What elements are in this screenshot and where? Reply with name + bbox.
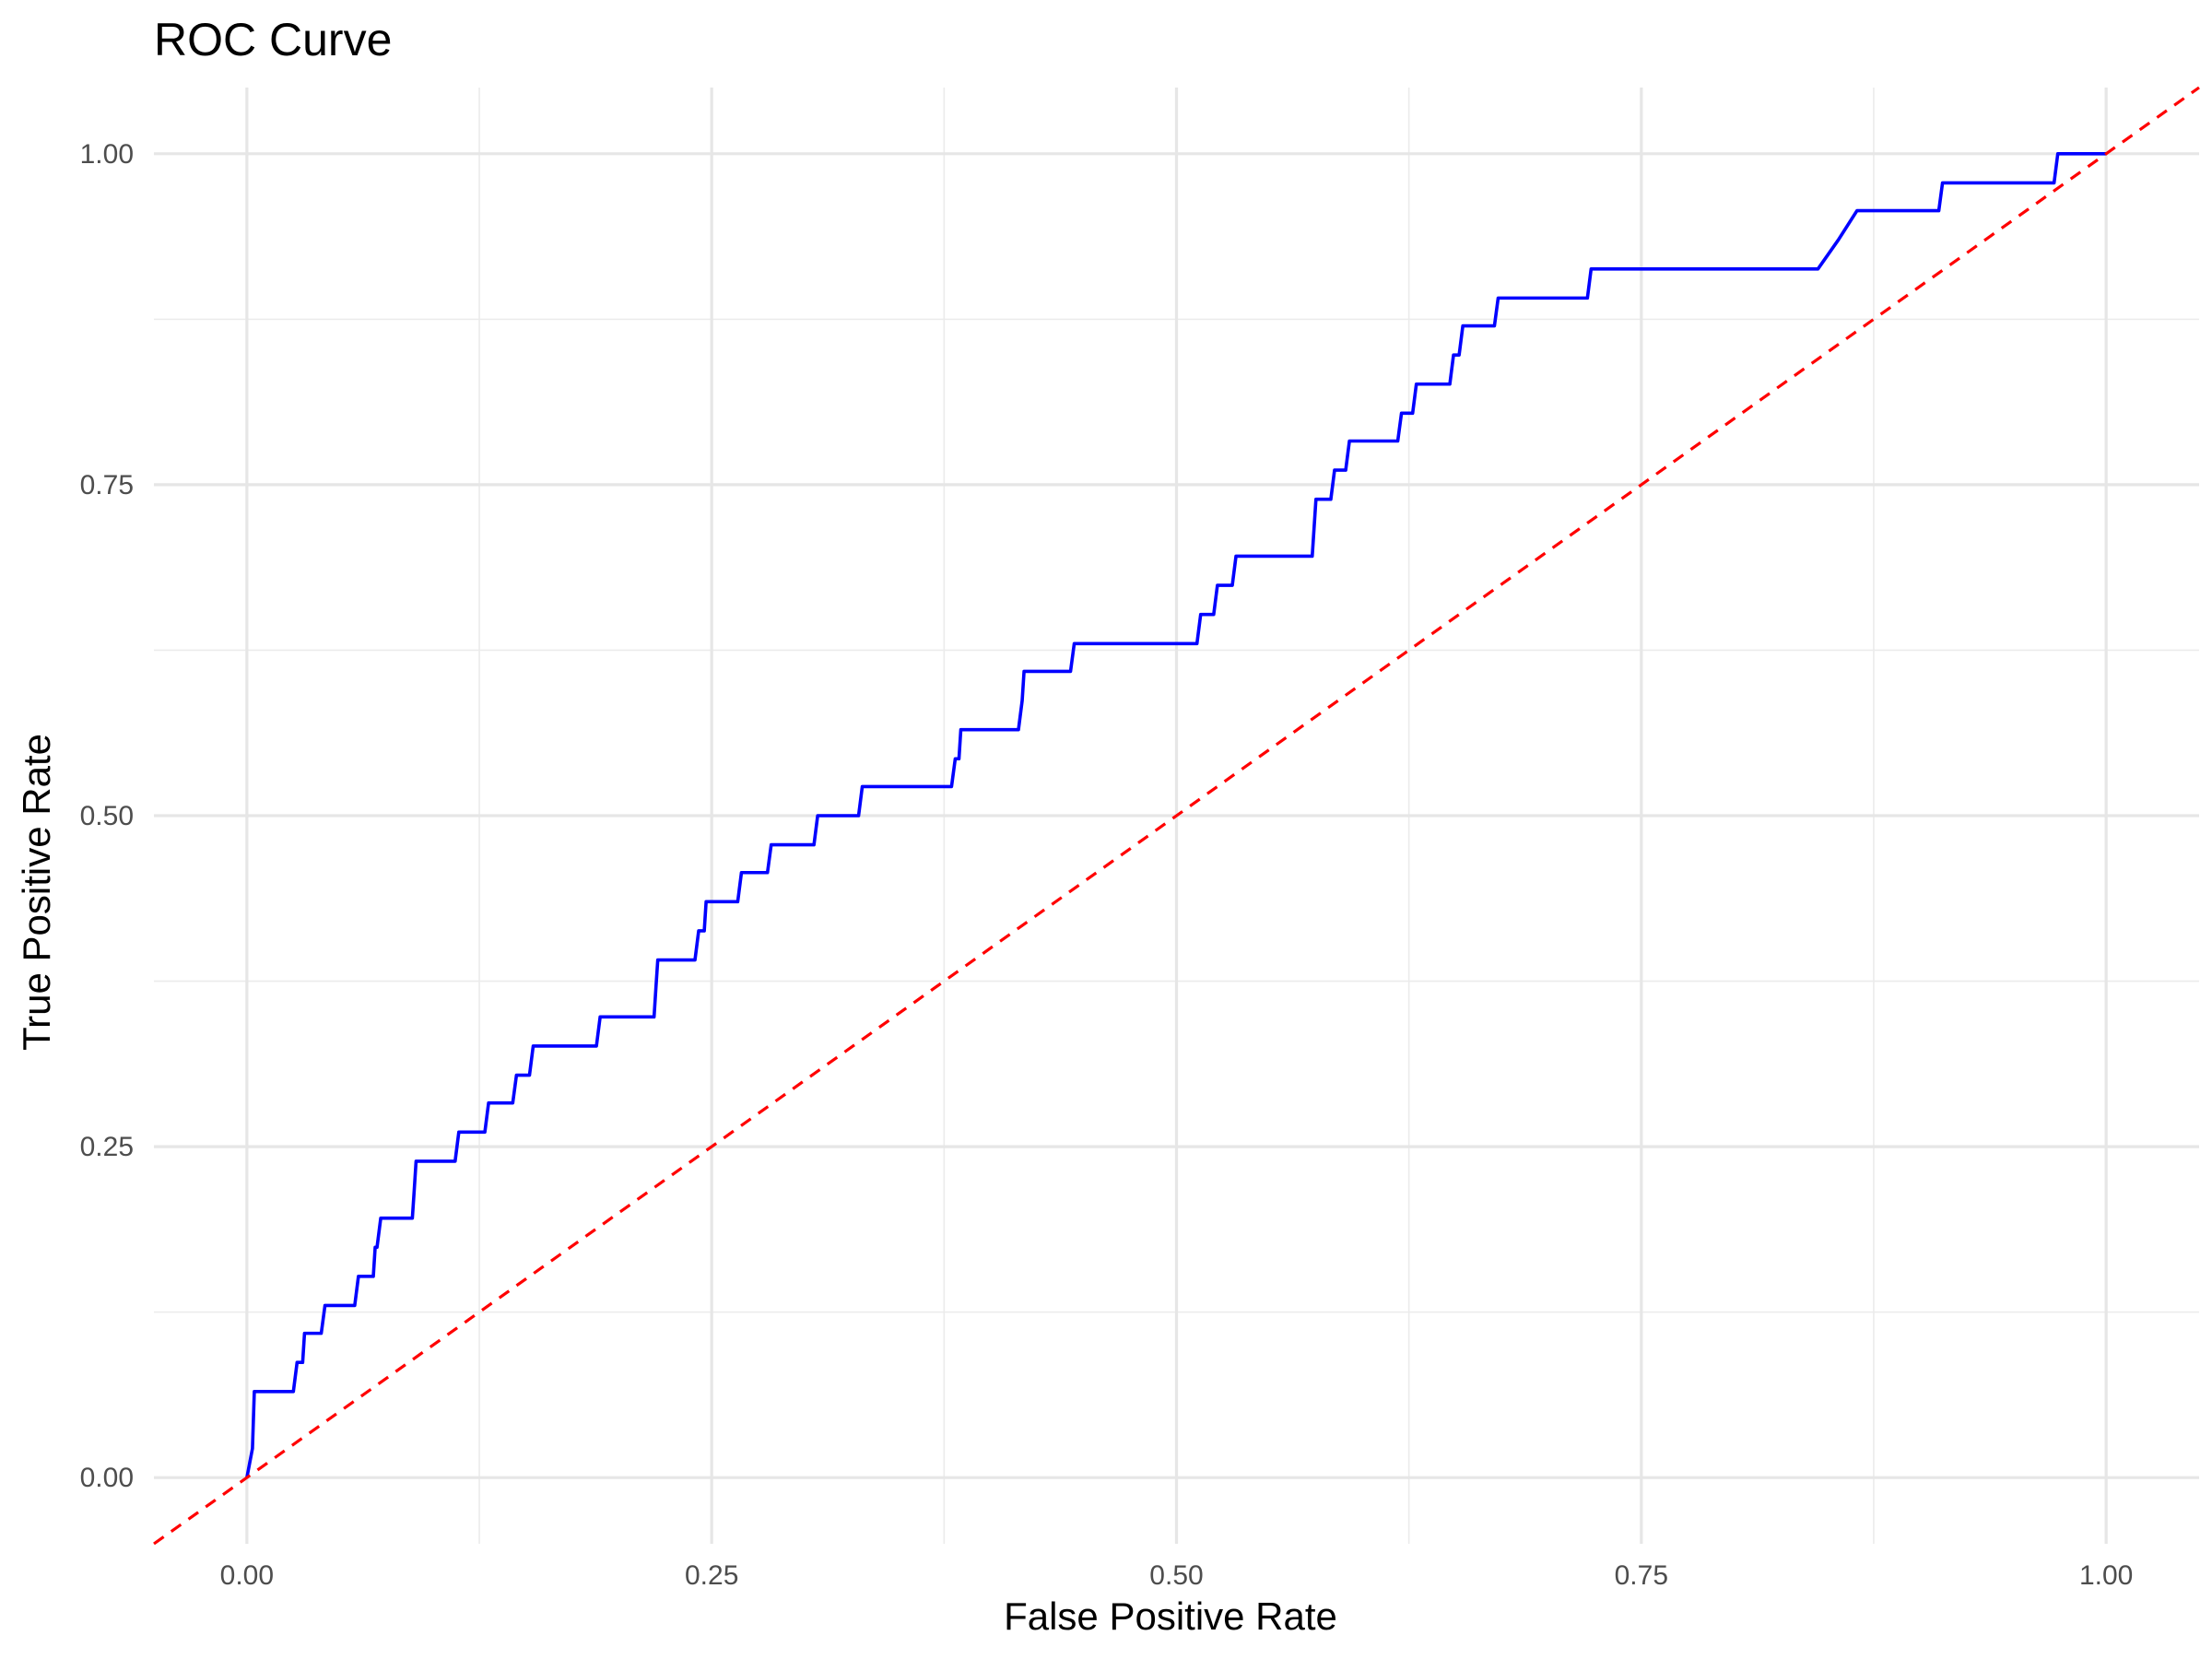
y-axis-title: True Positive Rate: [15, 734, 58, 1051]
y-tick-label: 0.50: [80, 801, 134, 831]
y-tick-label: 0.00: [80, 1463, 134, 1493]
y-tick-label: 0.25: [80, 1132, 134, 1162]
x-tick-label: 0.75: [1615, 1560, 1668, 1591]
roc-curve-line: [245, 152, 2107, 1478]
reference-diagonal-line: [153, 86, 2200, 1546]
y-tick-label: 0.75: [80, 470, 134, 500]
tick-labels: 0.00 0.25 0.50 0.75 1.00 0.00 0.25 0.50 0.75 1.00: [80, 139, 2134, 1591]
y-tick-label: 1.00: [80, 139, 134, 170]
major-gridlines: [154, 88, 2199, 1544]
x-tick-label: 0.50: [1149, 1560, 1203, 1591]
x-tick-label: 0.00: [220, 1560, 274, 1591]
x-axis-title: False Positive Rate: [1004, 1594, 1337, 1638]
series-layer: [153, 86, 2200, 1546]
x-tick-label: 1.00: [2079, 1560, 2133, 1591]
chart-title: ROC Curve: [154, 14, 392, 65]
x-tick-label: 0.25: [685, 1560, 738, 1591]
